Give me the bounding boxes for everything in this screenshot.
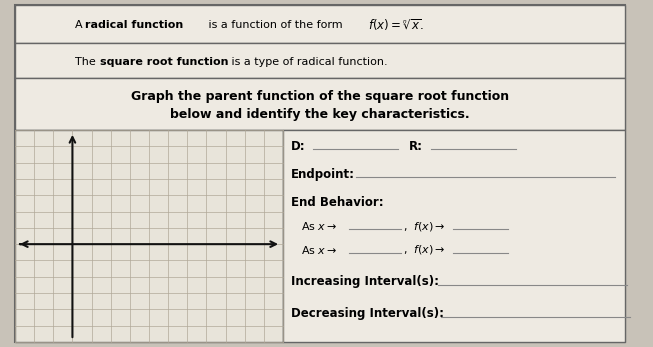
Text: Graph the parent function of the square root function: Graph the parent function of the square … (131, 90, 509, 102)
Text: ,  $f(x)\rightarrow$: , $f(x)\rightarrow$ (403, 244, 446, 256)
Text: Endpoint:: Endpoint: (291, 168, 355, 180)
Text: Increasing Interval(s):: Increasing Interval(s): (291, 276, 439, 288)
Text: $f(x) = \sqrt[n]{x}$.: $f(x) = \sqrt[n]{x}$. (368, 17, 424, 33)
Text: As $x\rightarrow$: As $x\rightarrow$ (301, 220, 338, 232)
Text: square root function: square root function (100, 57, 229, 67)
Text: D:: D: (291, 139, 306, 152)
Text: ,  $f(x)\rightarrow$: , $f(x)\rightarrow$ (403, 220, 446, 232)
Text: radical function: radical function (85, 20, 183, 30)
Bar (283, 130, 625, 342)
Text: As $x\rightarrow$: As $x\rightarrow$ (301, 244, 338, 256)
Text: End Behavior:: End Behavior: (291, 195, 383, 209)
Text: A: A (75, 20, 86, 30)
Text: is a function of the form: is a function of the form (205, 20, 346, 30)
Text: R:: R: (409, 139, 423, 152)
Bar (15, 43, 625, 78)
Text: below and identify the key characteristics.: below and identify the key characteristi… (170, 108, 470, 120)
Bar (15, 130, 283, 342)
Text: The: The (75, 57, 99, 67)
Text: Decreasing Interval(s):: Decreasing Interval(s): (291, 307, 444, 321)
Bar (15, 78, 625, 130)
Bar (15, 5, 625, 43)
Text: is a type of radical function.: is a type of radical function. (228, 57, 388, 67)
